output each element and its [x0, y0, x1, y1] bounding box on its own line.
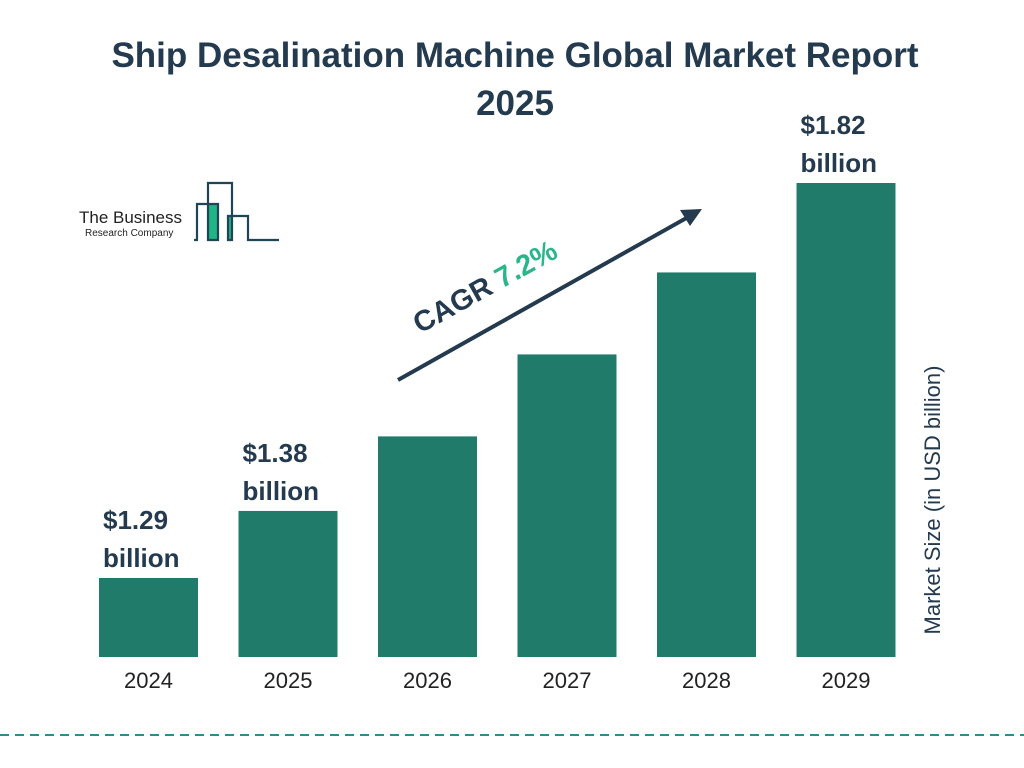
logo-line1: The Business [79, 208, 182, 227]
bar-2024 [99, 578, 198, 657]
data-label-line1: $1.38 [243, 438, 308, 468]
cagr-arrow-line [397, 214, 691, 382]
logo: The Business Research Company [79, 181, 279, 242]
y-axis-label: Market Size (in USD billion) [920, 366, 945, 635]
logo-line2: Research Company [85, 228, 173, 239]
x-tick-label: 2024 [124, 668, 173, 693]
data-label-line1: $1.29 [103, 505, 168, 535]
x-tick-label: 2025 [264, 668, 313, 693]
cagr-arrow-head [680, 209, 702, 226]
svg-text:CAGR 7.2%: CAGR 7.2% [408, 235, 563, 340]
bar-2027 [517, 354, 617, 657]
data-label-line2: billion [103, 543, 180, 573]
data-label-line2: billion [801, 148, 878, 178]
x-tick-label: 2029 [822, 668, 871, 693]
logo-bar-1 [208, 204, 218, 240]
data-label-line1: $1.82 [801, 110, 866, 140]
x-tick-label: 2027 [543, 668, 592, 693]
chart-title: Ship Desalination Machine Global Market … [111, 36, 919, 123]
cagr-annotation: CAGR 7.2% [397, 209, 702, 382]
bar-2025 [238, 510, 338, 657]
x-tick-label: 2026 [403, 668, 452, 693]
bar-2026 [378, 436, 477, 657]
x-tick-label: 2028 [682, 668, 731, 693]
bar-2028 [657, 272, 756, 657]
data-label-line2: billion [243, 476, 320, 506]
bar-2029 [796, 183, 896, 657]
cagr-value: 7.2% [490, 235, 564, 295]
logo-bar-2 [228, 216, 233, 240]
logo-skyline [194, 181, 279, 242]
